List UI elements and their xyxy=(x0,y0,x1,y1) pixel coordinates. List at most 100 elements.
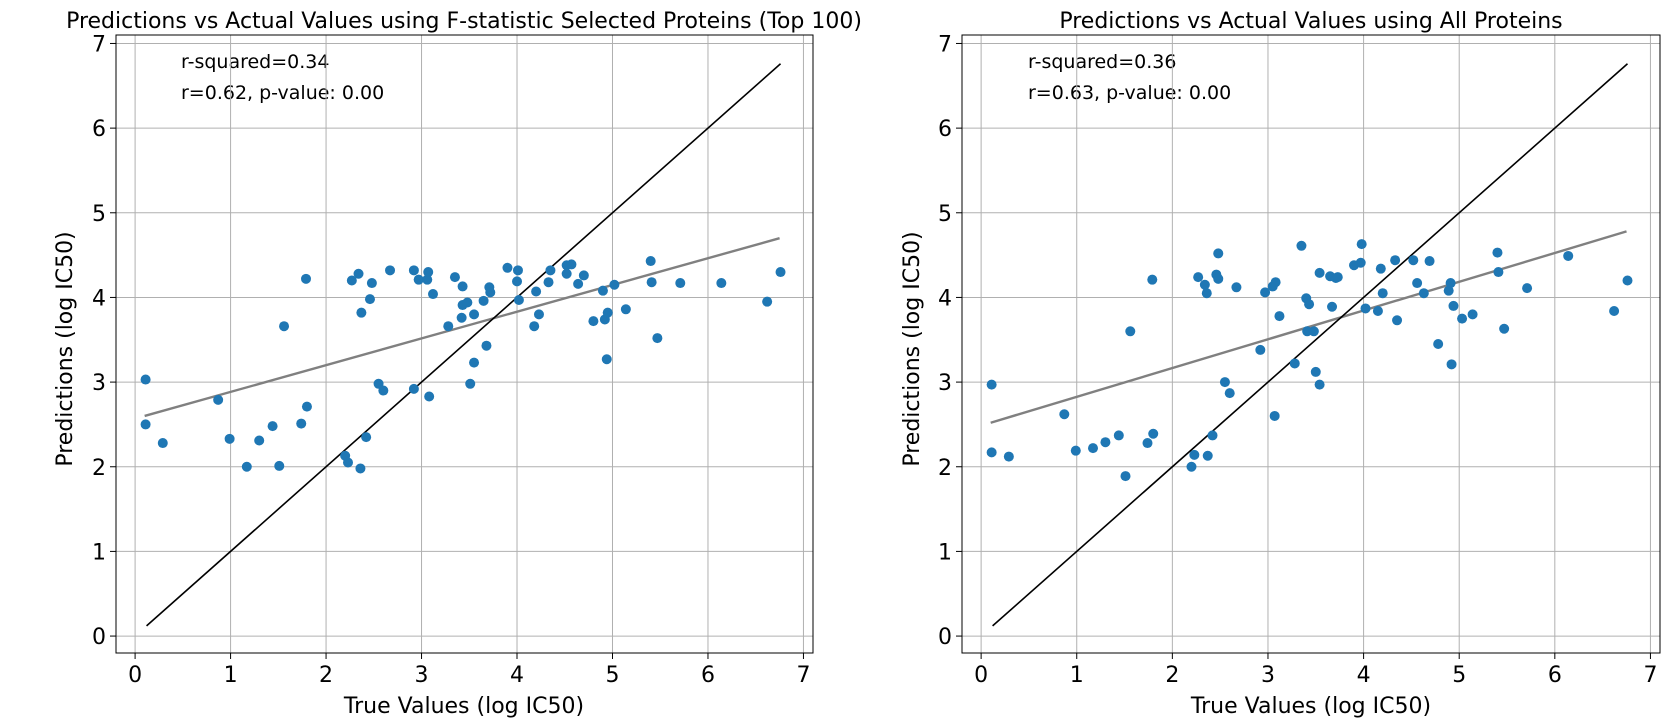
data-point xyxy=(224,433,235,444)
regression-line xyxy=(144,237,780,418)
chart-title: Predictions vs Actual Values using F-sta… xyxy=(66,9,862,34)
data-point xyxy=(422,274,433,285)
y-tick-label: 4 xyxy=(938,286,952,311)
data-point xyxy=(213,394,224,405)
x-tick-label: 2 xyxy=(319,663,333,688)
data-point xyxy=(1433,339,1444,349)
data-point xyxy=(1308,326,1319,337)
data-point xyxy=(1207,430,1218,441)
data-point xyxy=(356,307,367,318)
data-point xyxy=(1424,256,1435,267)
data-point xyxy=(296,418,307,429)
data-point xyxy=(385,265,396,276)
y-axis-label: Predictions (log IC50) xyxy=(900,231,925,466)
x-tick-label: 3 xyxy=(415,663,429,688)
data-point xyxy=(675,278,686,289)
data-point xyxy=(1199,279,1210,290)
data-point xyxy=(609,279,620,290)
data-point xyxy=(1609,305,1620,316)
data-point xyxy=(413,274,424,285)
y-tick-label: 2 xyxy=(938,456,952,481)
data-point xyxy=(1113,430,1124,441)
x-tick-label: 4 xyxy=(510,663,524,688)
right-chart: Predictions vs Actual Values using All P… xyxy=(900,9,1563,719)
data-point xyxy=(241,461,252,472)
data-point xyxy=(1375,263,1386,274)
data-point xyxy=(481,340,492,351)
data-point xyxy=(355,463,366,474)
data-point xyxy=(1408,255,1419,266)
data-point xyxy=(1100,437,1111,448)
data-point xyxy=(465,378,476,389)
data-point xyxy=(602,307,613,318)
data-point xyxy=(1087,443,1098,454)
data-point xyxy=(1202,450,1213,461)
data-point xyxy=(1213,248,1224,259)
data-point xyxy=(469,309,480,320)
data-point xyxy=(1148,428,1159,439)
data-point xyxy=(378,385,389,396)
data-point xyxy=(1443,285,1454,296)
data-point xyxy=(423,267,434,278)
y-tick-label: 7 xyxy=(92,32,106,57)
y-tick-label: 3 xyxy=(938,371,952,396)
data-point xyxy=(645,256,656,267)
plot-area: 0 1 2 3 4 5 6 7 0 1 2 3 4 5 6 7 xyxy=(92,32,814,688)
data-point xyxy=(427,289,438,300)
chart-title: Predictions vs Actual Values using All P… xyxy=(1059,9,1562,34)
y-tick-label: 5 xyxy=(92,202,106,227)
data-point xyxy=(1360,303,1371,314)
data-point xyxy=(364,294,375,305)
data-point xyxy=(533,309,544,320)
data-point xyxy=(1296,240,1307,251)
data-point xyxy=(1492,247,1503,258)
data-point xyxy=(462,297,473,308)
data-point xyxy=(301,273,312,284)
data-point xyxy=(346,275,357,286)
data-point xyxy=(597,285,608,296)
data-point xyxy=(478,295,489,306)
data-point xyxy=(646,277,657,288)
data-point xyxy=(1372,305,1383,316)
axes-frame xyxy=(961,34,1661,654)
y-tick-label: 6 xyxy=(92,117,106,142)
data-point xyxy=(457,281,468,292)
x-tick-label: 7 xyxy=(796,663,810,688)
data-point xyxy=(157,438,168,449)
data-point xyxy=(716,278,727,289)
data-point xyxy=(443,321,454,332)
data-point xyxy=(775,267,786,278)
data-point xyxy=(449,272,460,283)
data-point xyxy=(1457,313,1468,324)
data-point xyxy=(588,316,599,327)
data-point xyxy=(1003,451,1014,462)
data-point xyxy=(531,286,542,297)
x-tick-label: 0 xyxy=(128,663,142,688)
data-point xyxy=(601,354,612,365)
data-point xyxy=(408,265,419,276)
data-point xyxy=(1499,323,1510,334)
data-point xyxy=(1446,359,1457,370)
data-point xyxy=(1356,239,1367,250)
data-point xyxy=(140,374,151,385)
x-tick-label: 1 xyxy=(224,663,238,688)
data-point xyxy=(1332,272,1343,283)
data-point xyxy=(408,383,419,394)
y-tick-label: 4 xyxy=(92,286,106,311)
data-point xyxy=(254,435,265,446)
data-point xyxy=(1418,288,1429,299)
r-squared-annotation: r-squared=0.36 xyxy=(1028,51,1176,73)
y-tick-label: 0 xyxy=(92,625,106,650)
data-point xyxy=(513,294,524,305)
y-tick-label: 1 xyxy=(92,540,106,565)
y-tick-label: 6 xyxy=(938,117,952,142)
y-axis-label: Predictions (log IC50) xyxy=(53,231,78,466)
data-point xyxy=(1390,255,1401,266)
x-tick-label: 5 xyxy=(1452,663,1466,688)
y-tick-label: 7 xyxy=(938,32,952,57)
data-point xyxy=(485,287,496,298)
data-point xyxy=(1445,278,1456,289)
data-point xyxy=(1563,250,1574,261)
data-point xyxy=(1201,288,1212,299)
